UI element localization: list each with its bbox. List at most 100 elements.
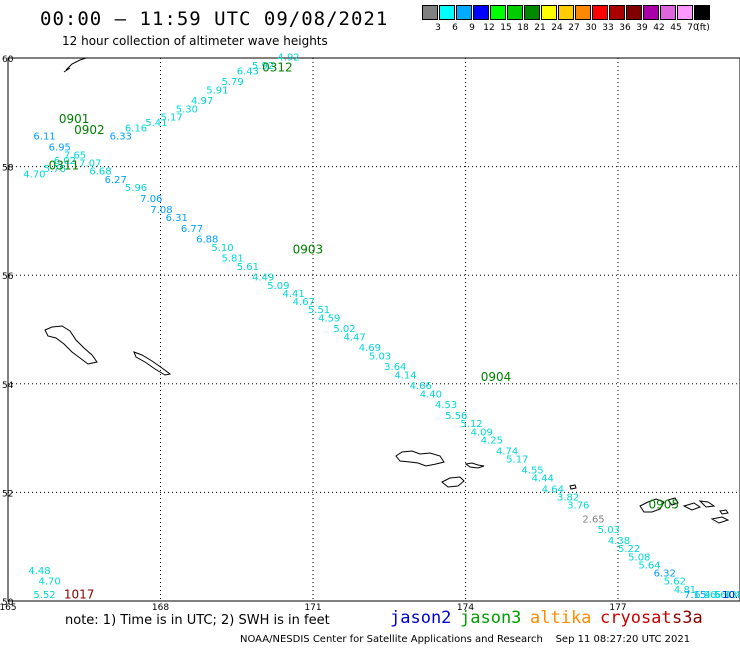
colorbar-swatch [473,5,489,20]
swh-value: 4.92 [277,53,299,64]
swh-value: 4.09 [471,427,493,438]
swh-value: 4.70 [23,169,45,180]
swh-value: 5.51 [308,305,330,316]
swh-value: 6.77 [181,224,203,235]
swh-value: 5.12 [460,419,482,430]
colorbar-swatch [507,5,523,20]
swh-value: 7.07 [79,159,101,170]
colorbar-label: 30 [585,23,597,33]
colorbar-swatch [643,5,659,20]
swh-value: 2.65 [582,514,604,525]
swh-value: 5.30 [176,104,198,115]
satellite-cryosat: cryosat [600,608,672,628]
swh-value: 6.11 [33,131,55,142]
swh-observations: 4.925.926.435.795.914.975.305.175.416.16… [23,53,740,601]
coastline-agattu-island [441,476,465,488]
swh-value: 4.66 [410,381,432,392]
swh-value: 5.17 [506,455,528,466]
axis-tick-labels: 50 52 54 56 58 60 165 168 171 174 177 [0,55,627,613]
lat-tick-label: 60 [2,55,14,65]
swh-value: 3.82 [557,493,579,504]
swh-value: 6.31 [166,213,188,224]
swh-value: 10. [722,590,738,601]
colorbar-label: 6 [452,23,458,33]
swh-value: 4.56 [704,590,726,601]
coastline-bering-island [44,325,98,365]
footer-credit: NOAA/NESDIS Center for Satellite Applica… [240,634,690,645]
lat-tick-label: 50 [2,598,14,608]
lon-tick-label: 168 [152,603,169,613]
swh-value: 4.47 [344,332,366,343]
colorbar-swatch [609,5,625,20]
coastline-buldir-island [569,484,577,490]
swh-value: 5.76 [44,164,66,175]
pass-label: 0904 [481,370,512,384]
colorbar-swatch [456,5,472,20]
colorbar-label: 21 [534,23,546,33]
lat-tick-label: 58 [2,164,14,174]
colorbar-swatch [439,5,455,20]
pass-label: 0903 [293,242,324,256]
lon-tick-label: 177 [609,603,626,613]
satellite-jason2: jason2 [390,608,452,628]
swh-value: 4.48 [28,566,50,577]
swh-value: 4.25 [481,436,503,447]
lon-tick-label: 171 [304,603,321,613]
pass-label: 0901 [59,112,90,126]
swh-value: 5.81 [222,254,244,265]
swh-value: 5.61 [237,262,259,273]
swh-value: 3.64 [384,362,406,373]
swh-value: 4.14 [394,370,416,381]
lat-tick-label: 52 [2,489,13,499]
colorbar-swatch [575,5,591,20]
swh-value: 5.17 [161,112,183,123]
coastlines [44,57,730,524]
pass-label: 0905 [649,498,680,512]
swh-value: 6.13 [715,590,737,601]
satellite-jason3: jason3 [460,608,522,628]
colorbar-swatch [626,5,642,20]
swh-value: 6.27 [105,175,127,186]
colorbar-swatch [677,5,693,20]
swh-value: 4.59 [318,313,340,324]
swh-value: 4.40 [420,389,442,400]
colorbar-label: 39 [636,23,648,33]
colorbar-label: 27 [568,23,580,33]
swh-value: 5.91 [206,85,228,96]
swh-value: 4.70 [39,577,61,588]
coastline-semichi-islands [464,462,485,469]
swh-value: 4.64 [542,484,564,495]
colorbar-label: 45 [670,23,682,33]
swh-value: 4.46 [725,590,740,601]
colorbar-label: 12 [483,23,495,33]
swh-value: 6.16 [125,123,147,134]
colorbar-swatch [541,5,557,20]
swh-value: 7.65 [64,150,86,161]
colorbar-swatch [694,5,710,20]
swh-value: 5.56 [445,411,467,422]
graticule [7,57,740,602]
swh-value: 4.69 [359,343,381,354]
swh-value: 6.96 [694,590,716,601]
swh-value: 4.38 [608,536,630,547]
swh-value: 5.09 [267,281,289,292]
colorbar-swatch [660,5,676,20]
colorbar-label: 18 [517,23,529,33]
swh-value: 5.62 [664,577,686,588]
swh-value: 4.41 [283,289,305,300]
swh-value: 4.53 [435,400,457,411]
swh-value: 4.81 [674,585,696,596]
satellite-s3a: s3a [672,608,703,628]
swh-value: 4.55 [521,465,543,476]
swh-value: 4.97 [191,96,213,107]
swh-value: 6.68 [89,167,111,178]
swh-value: 7.06 [140,194,162,205]
lat-tick-label: 56 [2,272,14,282]
page-title: 00:00 – 11:59 UTC 09/08/2021 [40,8,389,30]
units-note: note: 1) Time is in UTC; 2) SWH is in fe… [65,613,330,628]
swh-value: 5.96 [125,183,147,194]
swh-value: 5.10 [211,243,233,254]
swh-value: 5.22 [618,544,640,555]
coastline-kamchatka-tip [63,57,87,73]
